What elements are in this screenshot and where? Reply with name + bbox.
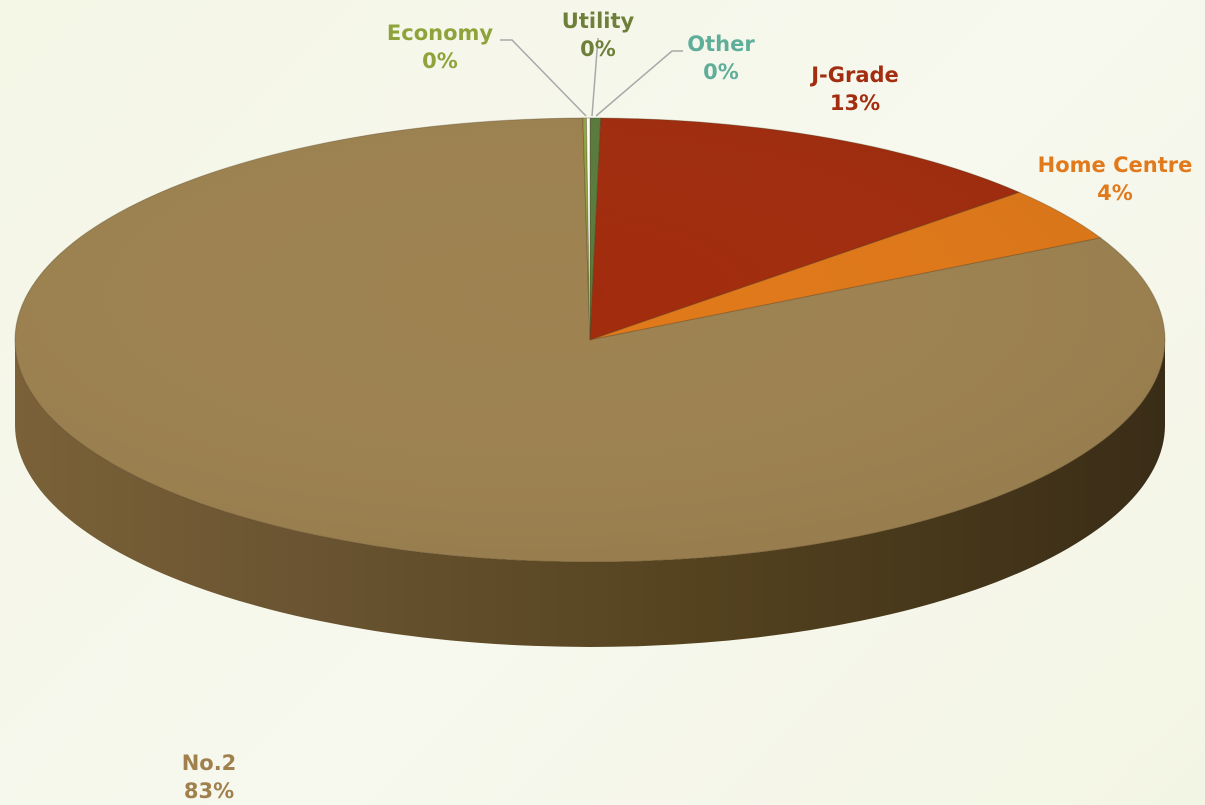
leader-line-other — [595, 50, 683, 117]
slice-label-other: Other — [687, 32, 755, 56]
leader-line-economy — [500, 39, 587, 117]
slice-percent-homecentre: 4% — [1097, 181, 1133, 205]
slice-label-no2: No.2 — [182, 751, 237, 775]
slice-percent-no2: 83% — [184, 779, 234, 803]
slice-percent-jgrade: 13% — [830, 91, 880, 115]
slice-percent-economy: 0% — [422, 49, 458, 73]
slice-label-economy: Economy — [387, 21, 493, 45]
slice-label-jgrade: J-Grade — [809, 63, 899, 87]
slice-percent-utility: 0% — [580, 37, 616, 61]
leader-line-utility — [591, 37, 599, 117]
slice-percent-other: 0% — [703, 60, 739, 84]
pie-side-wall — [15, 340, 1165, 647]
slice-label-utility: Utility — [562, 9, 635, 33]
slice-label-homecentre: Home Centre — [1038, 153, 1193, 177]
